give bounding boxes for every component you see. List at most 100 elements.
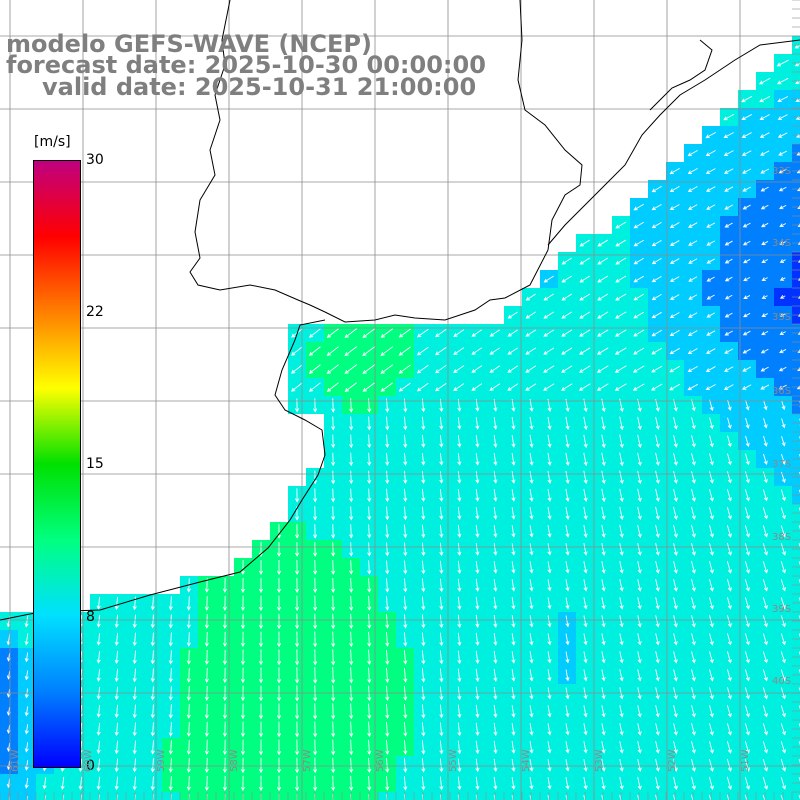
wind-arrow [727,435,732,448]
wind-arrow [619,561,624,574]
wind-arrow [691,651,696,664]
wind-arrow [362,346,376,357]
wind-arrow [511,740,516,754]
wind-arrow [742,240,751,246]
wind-arrow [150,740,155,755]
wind-arrow [403,740,408,755]
wind-arrow [276,757,282,774]
wind-arrow [403,560,408,575]
forecast-date: forecast date: 2025-10-30 00:00:00 [6,51,486,79]
wind-arrow [726,633,732,646]
wind-arrow [619,794,622,800]
wind-arrow [651,347,663,355]
wind-arrow [331,542,336,557]
wind-arrow [529,741,534,754]
wind-arrow [439,560,444,575]
wind-arrow [619,506,624,521]
wind-arrow [651,311,662,319]
wind-arrow [797,205,800,209]
wind-arrow [471,365,483,373]
wind-arrow [150,758,155,773]
wind-arrow [525,311,536,319]
wind-arrow [331,595,336,612]
wind-arrow [619,416,624,431]
wind-arrow [726,560,732,574]
wind-arrow [403,470,408,484]
wind-arrow [601,633,606,646]
wind-arrow [779,349,787,354]
wind-arrow [114,722,119,737]
wind-arrow [614,347,627,355]
wind-arrow [691,669,696,682]
wind-arrow [673,452,678,466]
wind-arrow [619,776,624,790]
wind-arrow [655,633,660,646]
wind-arrow [313,739,318,756]
wind-arrow [367,506,372,521]
wind-arrow [362,382,375,392]
wind-arrow [475,417,480,430]
wind-arrow [114,614,119,629]
wind-arrow [168,722,173,737]
wind-arrow [349,542,354,557]
wind-arrow [168,668,173,683]
wind-arrow [60,776,65,791]
lat-label-35s: 35S [772,312,792,323]
wind-arrow [222,667,227,684]
wind-arrow [601,705,606,718]
wind-arrow [583,597,588,610]
wind-arrow [760,348,769,354]
wind-arrow [759,132,770,138]
wind-arrow [723,384,734,390]
wind-arrow [6,633,11,646]
wind-arrow [132,650,137,665]
wind-arrow [619,524,624,538]
wind-arrow [780,615,786,628]
wind-arrow [529,525,534,538]
wind-arrow [421,416,426,431]
lon-label-52w: 52W [667,749,678,772]
wind-arrow [132,614,137,629]
wind-arrow [308,364,321,374]
wind-arrow [761,277,768,281]
wind-arrow [132,596,137,611]
wind-arrow [367,703,372,720]
wind-arrow [96,722,101,736]
wind-arrow [331,577,336,593]
wind-arrow [489,383,501,391]
wind-arrow [780,489,786,502]
wind-arrow [726,489,732,502]
wind-arrow [565,777,570,790]
wind-arrow [561,275,572,283]
wind-arrow [742,204,751,210]
lon-label-60w: 60W [83,749,94,772]
wind-arrow [744,507,750,520]
wind-arrow [565,579,570,592]
wind-arrow [457,542,462,556]
wind-arrow [475,525,480,538]
wind-speed-field [0,36,800,800]
wind-arrow [762,705,768,718]
wind-arrow [204,614,209,629]
wind-arrow [632,383,645,391]
wind-arrow [529,633,534,646]
lon-label-58w: 58W [229,749,240,772]
coastline [189,0,583,323]
wind-arrow [349,739,354,756]
wind-arrow [457,578,462,593]
wind-arrow [781,436,786,447]
wind-arrow [529,651,534,664]
wind-arrow [331,434,336,449]
wind-arrow [475,489,480,502]
wind-arrow [529,759,534,772]
wind-arrow [276,703,282,720]
wind-arrow [781,418,786,429]
wind-arrow [781,453,786,465]
wind-arrow [709,417,714,430]
wind-arrow [579,239,590,247]
wind-arrow [651,329,662,337]
wind-arrow [416,364,429,374]
wind-arrow [403,434,408,449]
wind-arrow [421,614,426,629]
wind-arrow [416,346,429,356]
